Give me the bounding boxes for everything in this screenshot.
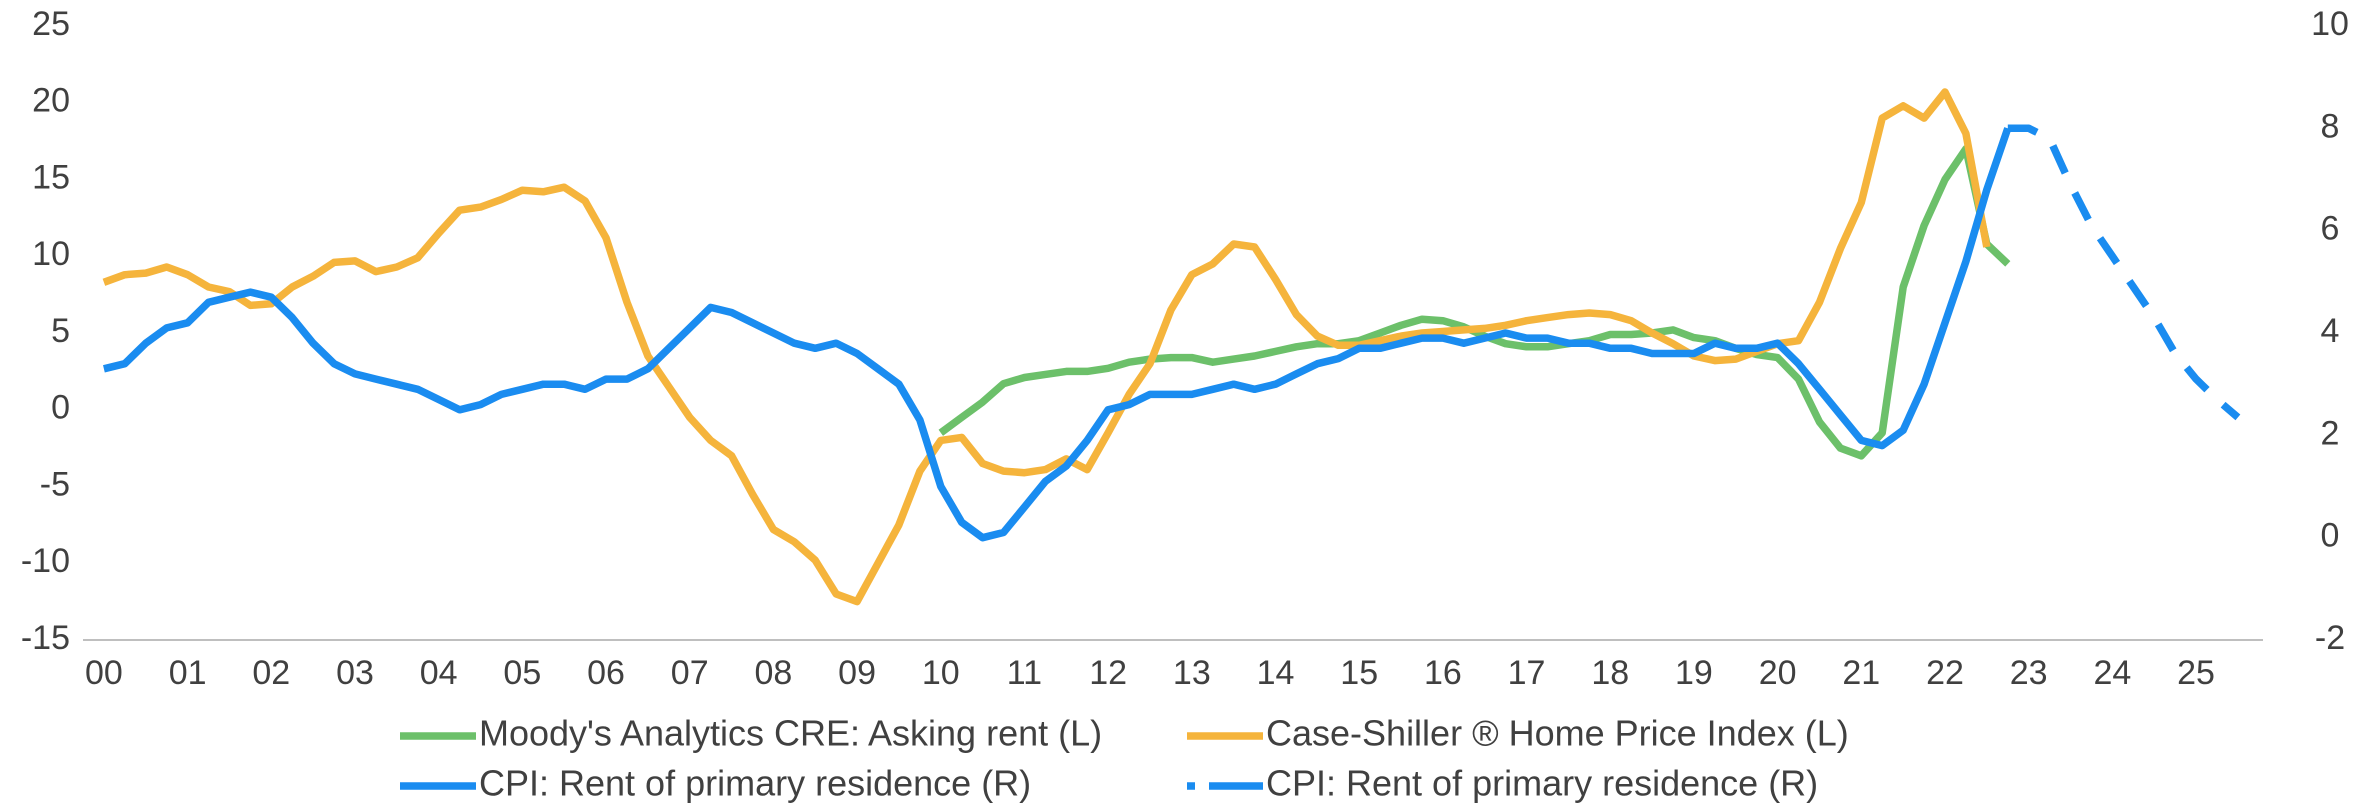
y-tick-label: -10 bbox=[21, 542, 70, 580]
x-tick-label: 23 bbox=[2010, 654, 2048, 692]
y2-tick-label: 0 bbox=[2321, 517, 2340, 555]
x-tick-label: 13 bbox=[1173, 654, 1211, 692]
x-tick-label: 20 bbox=[1759, 654, 1797, 692]
legend-label: CPI: Rent of primary residence (R) bbox=[479, 763, 1031, 804]
series-line bbox=[2007, 124, 2241, 421]
legend-label: Case-Shiller ® Home Price Index (L) bbox=[1266, 713, 1849, 754]
series-line bbox=[102, 88, 1991, 606]
x-tick-label: 24 bbox=[2093, 654, 2131, 692]
x-tick-label: 02 bbox=[252, 654, 290, 692]
y-tick-label: -15 bbox=[21, 619, 70, 657]
x-tick-label: 00 bbox=[85, 654, 123, 692]
x-tick-label: 15 bbox=[1340, 654, 1378, 692]
y2-tick-label: 6 bbox=[2321, 210, 2340, 248]
x-tick-label: 08 bbox=[754, 654, 792, 692]
legend-label: Moody's Analytics CRE: Asking rent (L) bbox=[479, 713, 1102, 754]
x-tick-label: 18 bbox=[1591, 654, 1629, 692]
x-tick-label: 22 bbox=[1926, 654, 1964, 692]
x-tick-label: 16 bbox=[1424, 654, 1462, 692]
x-tick-label: 09 bbox=[838, 654, 876, 692]
y-tick-label: 25 bbox=[32, 5, 70, 43]
x-tick-label: 19 bbox=[1675, 654, 1713, 692]
x-tick-label: 10 bbox=[922, 654, 960, 692]
x-tick-label: 11 bbox=[1007, 654, 1042, 692]
y-tick-label: -5 bbox=[40, 465, 70, 503]
x-tick-label: 12 bbox=[1089, 654, 1127, 692]
legend-label: CPI: Rent of primary residence (R) bbox=[1266, 763, 1818, 804]
x-tick-label: 07 bbox=[671, 654, 709, 692]
x-tick-label: 25 bbox=[2177, 654, 2215, 692]
x-tick-label: 05 bbox=[503, 654, 541, 692]
y2-tick-label: 2 bbox=[2321, 414, 2340, 452]
y2-tick-label: -2 bbox=[2315, 619, 2345, 657]
x-tick-label: 06 bbox=[587, 654, 625, 692]
y2-tick-label: 10 bbox=[2311, 5, 2349, 43]
x-tick-label: 03 bbox=[336, 654, 374, 692]
y-tick-label: 15 bbox=[32, 158, 70, 196]
y-tick-label: 5 bbox=[51, 312, 70, 350]
y-tick-label: 20 bbox=[32, 82, 70, 120]
x-tick-label: 14 bbox=[1257, 654, 1295, 692]
x-tick-label: 04 bbox=[420, 654, 458, 692]
series-line bbox=[103, 127, 2012, 542]
y-tick-label: 0 bbox=[51, 389, 70, 427]
series-line bbox=[938, 145, 2011, 460]
y2-tick-label: 4 bbox=[2321, 312, 2340, 350]
y-tick-label: 10 bbox=[32, 235, 70, 273]
x-tick-label: 21 bbox=[1842, 654, 1880, 692]
y2-tick-label: 8 bbox=[2321, 107, 2340, 145]
x-tick-label: 01 bbox=[169, 654, 207, 692]
x-tick-label: 17 bbox=[1508, 654, 1546, 692]
